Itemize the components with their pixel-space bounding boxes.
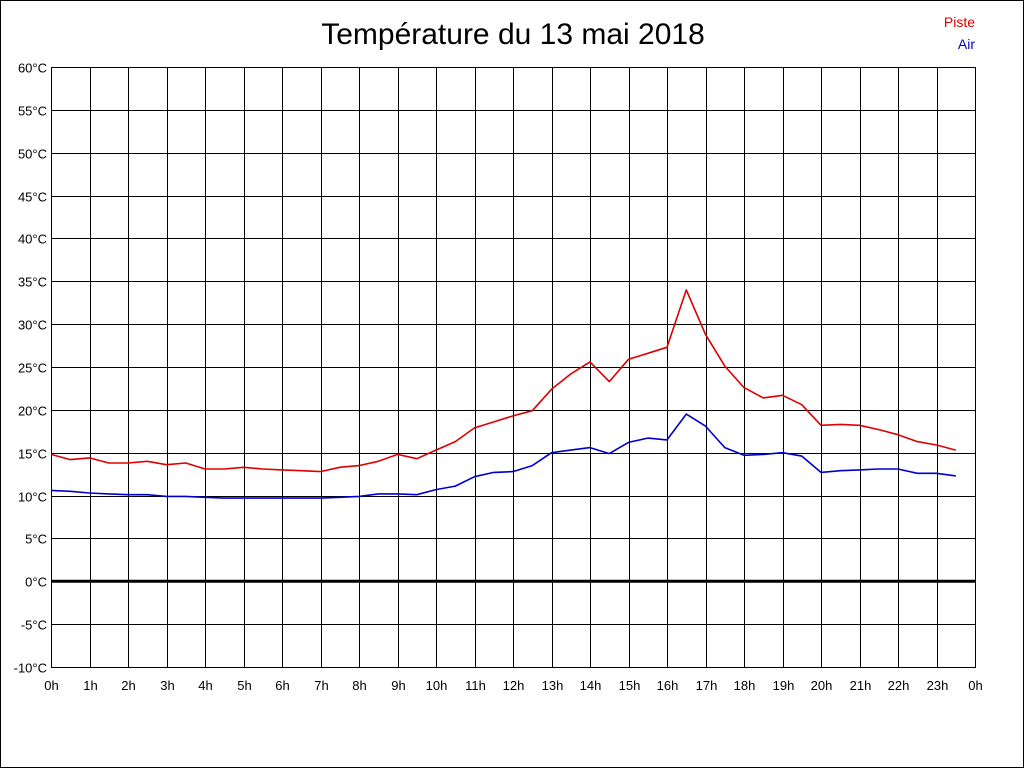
legend-entry-piste: Piste xyxy=(943,14,975,30)
y-tick-label: 0°C xyxy=(25,575,47,590)
x-tick-label: 10h xyxy=(426,678,448,693)
x-tick-label: 6h xyxy=(275,678,289,693)
x-tick-label: 0h xyxy=(968,678,982,693)
y-tick-label: 25°C xyxy=(18,361,47,376)
y-tick-label: 15°C xyxy=(18,447,47,462)
x-tick-label: 14h xyxy=(580,678,602,693)
x-tick-label: 0h xyxy=(44,678,58,693)
x-tick-label: 2h xyxy=(121,678,135,693)
x-tick-label: 7h xyxy=(314,678,328,693)
x-tick-label: 13h xyxy=(542,678,564,693)
x-tick-label: 18h xyxy=(734,678,756,693)
y-tick-label: 30°C xyxy=(18,318,47,333)
x-tick-label: 11h xyxy=(465,678,486,693)
y-tick-label: 10°C xyxy=(18,490,47,505)
y-tick-label: 20°C xyxy=(18,404,47,419)
series-line-piste xyxy=(50,289,957,473)
x-tick-label: 5h xyxy=(237,678,251,693)
x-tick-label: 15h xyxy=(619,678,641,693)
x-tick-label: 16h xyxy=(657,678,679,693)
y-tick-label: 50°C xyxy=(18,147,47,162)
series-line-air xyxy=(50,413,956,499)
y-tick-label: 35°C xyxy=(18,275,47,290)
chart-title: Température du 13 mai 2018 xyxy=(321,18,705,51)
y-tick-label: 40°C xyxy=(18,232,47,247)
y-tick-label: 5°C xyxy=(25,532,47,547)
y-tick-label: 60°C xyxy=(18,61,47,76)
x-tick-label: 3h xyxy=(160,678,174,693)
x-tick-label: 9h xyxy=(391,678,405,693)
x-tick-label: 8h xyxy=(352,678,366,693)
y-tick-label: 45°C xyxy=(18,190,47,205)
legend-entry-air: Air xyxy=(957,36,975,52)
plot-border xyxy=(51,67,976,668)
y-tick-label: -10°C xyxy=(14,661,47,676)
y-tick-label: 55°C xyxy=(18,104,47,119)
x-tick-label: 21h xyxy=(850,678,872,693)
x-tick-label: 23h xyxy=(927,678,949,693)
x-tick-label: 12h xyxy=(503,678,525,693)
x-tick-label: 19h xyxy=(773,678,795,693)
x-tick-label: 1h xyxy=(83,678,97,693)
x-tick-label: 20h xyxy=(811,678,833,693)
x-tick-label: 4h xyxy=(198,678,212,693)
y-tick-label: -5°C xyxy=(21,618,47,633)
x-tick-label: 22h xyxy=(888,678,910,693)
x-tick-label: 17h xyxy=(696,678,718,693)
